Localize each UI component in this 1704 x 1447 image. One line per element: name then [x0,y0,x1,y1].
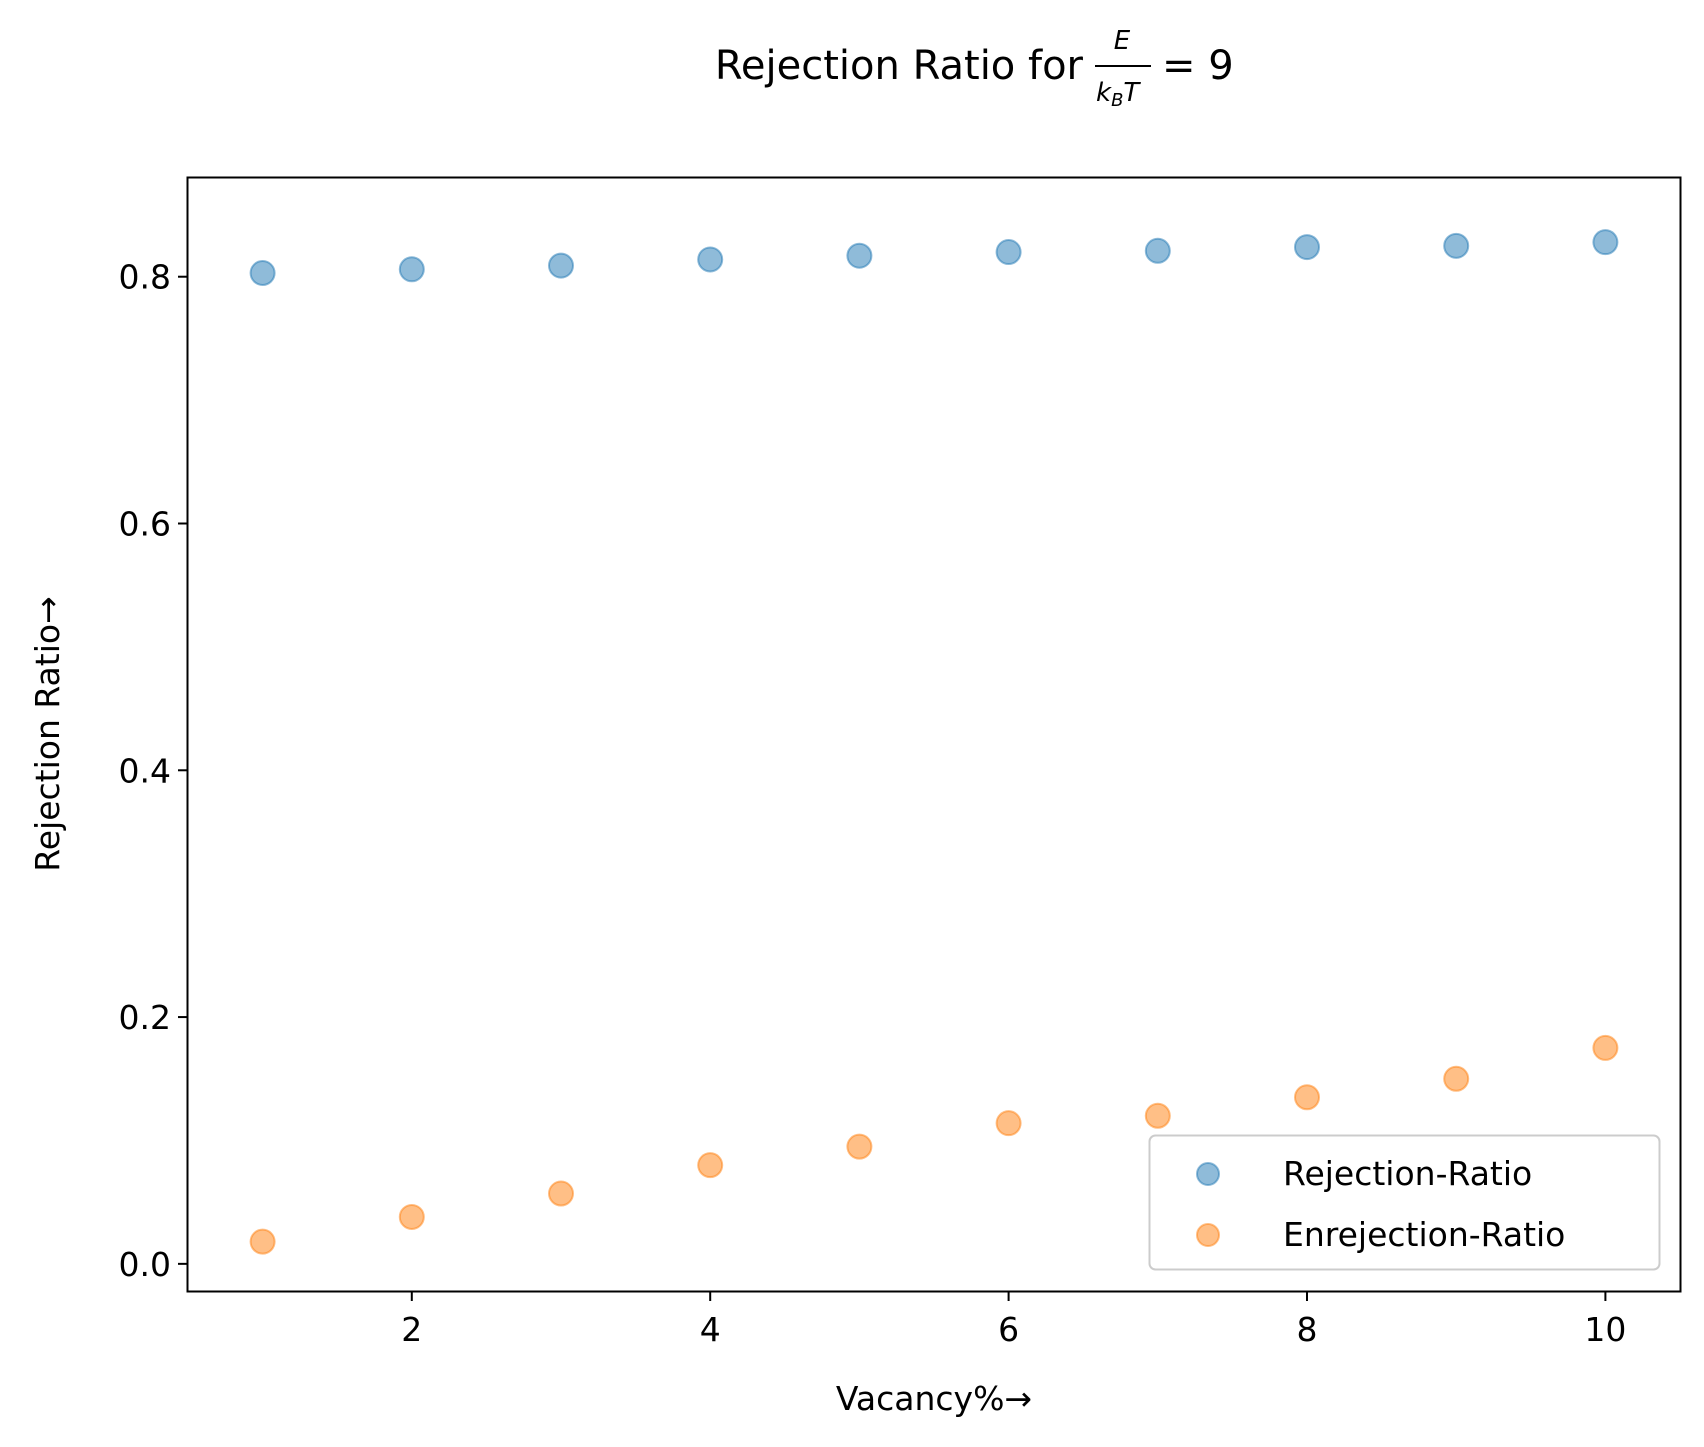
y-axis: 0.0 0.2 0.4 0.6 0.8 [119,258,188,1284]
chart-title: Rejection Ratio for E kBT = 9 [715,26,1234,111]
point-enrejection-ratio [995,1110,1022,1137]
chart-title-fraction-numerator: E [1114,26,1131,56]
point-enrejection-ratio [1592,1034,1619,1061]
y-tick-label: 0.8 [119,258,171,297]
x-tick-label: 8 [1297,1310,1318,1349]
point-enrejection-ratio [249,1228,276,1255]
y-tick-label: 0.4 [119,751,171,790]
legend-marker-enrejection-ratio [1196,1223,1220,1247]
point-rejection-ratio [846,242,873,269]
chart-title-fraction-denominator-main: k [1096,78,1112,108]
point-rejection-ratio [1144,237,1171,264]
point-enrejection-ratio [846,1133,873,1160]
chart-title-fraction-denominator-sub: B [1111,90,1123,111]
point-enrejection-ratio [1144,1102,1171,1129]
point-rejection-ratio [697,246,724,273]
x-tick-label: 4 [700,1310,721,1349]
point-rejection-ratio [249,260,276,287]
point-rejection-ratio [1294,234,1320,261]
legend-marker-rejection-ratio [1196,1162,1220,1186]
chart-title-prefix: Rejection Ratio for [715,43,1084,89]
x-tick-label: 2 [401,1310,422,1349]
legend-box [1148,1134,1661,1271]
point-rejection-ratio [1592,229,1619,256]
point-rejection-ratio [548,252,574,279]
x-tick-label: 10 [1584,1310,1626,1349]
point-rejection-ratio [1443,232,1470,259]
legend-label-rejection-ratio: Rejection-Ratio [1283,1154,1532,1193]
legend-label-enrejection-ratio: Enrejection-Ratio [1283,1215,1565,1254]
point-rejection-ratio [398,256,425,283]
y-axis-label: Rejection Ratio→ [28,596,67,871]
chart-title-fraction-denominator-end: T [1123,78,1141,108]
legend: Rejection-Ratio Enrejection-Ratio [1148,1134,1661,1271]
y-tick-label: 0.0 [119,1245,171,1284]
data-points [249,229,1619,1255]
point-rejection-ratio [995,239,1022,266]
x-axis-label: Vacancy%→ [836,1379,1032,1418]
point-enrejection-ratio [1443,1065,1470,1092]
x-axis: 2 4 6 8 10 [401,1291,1626,1349]
plot-frame [186,176,1682,1293]
point-enrejection-ratio [548,1180,574,1207]
y-tick-label: 0.6 [119,504,171,543]
point-enrejection-ratio [697,1152,724,1179]
point-enrejection-ratio [398,1203,425,1230]
chart-title-fraction-denominator: kBT [1096,78,1141,111]
y-tick-label: 0.2 [119,998,171,1037]
chart-title-suffix: = 9 [1162,43,1234,89]
x-tick-label: 6 [998,1310,1019,1349]
point-enrejection-ratio [1294,1084,1320,1111]
